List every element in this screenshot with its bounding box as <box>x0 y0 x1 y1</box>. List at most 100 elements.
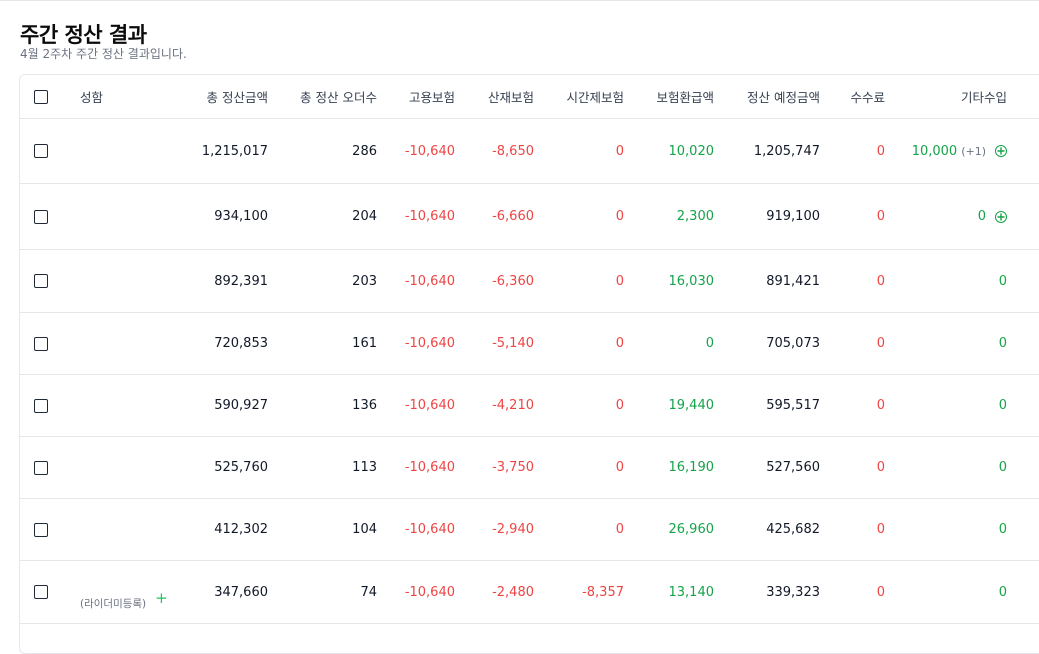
cell-total: 525,760 <box>214 460 268 475</box>
table-row: 590,927 136 -10,640 -4,210 0 19,440 595,517 0 0 <box>20 375 1039 437</box>
cell-etc: 0 <box>998 522 1007 537</box>
header-accident[interactable]: 산재보험 <box>487 90 534 105</box>
cell-fee: 0 <box>876 398 885 413</box>
cell-employment: -10,640 <box>404 273 455 289</box>
cell-parttime: 0 <box>615 143 624 159</box>
cell-accident: -4,210 <box>492 398 534 413</box>
table-header-row: 성함 총 정산금액 총 정산 오더수 고용보험 산재보험 시간제보험 보험환급액… <box>20 75 1039 119</box>
row-select-cell <box>34 313 50 374</box>
header-parttime[interactable]: 시간제보험 <box>566 90 624 105</box>
cell-orders: 136 <box>352 398 377 413</box>
cell-parttime: 0 <box>615 522 624 537</box>
row-checkbox[interactable] <box>34 585 48 599</box>
cell-total: 892,391 <box>214 273 268 289</box>
cell-orders: 203 <box>352 273 377 289</box>
cell-fee: 0 <box>876 522 885 537</box>
row-select-cell <box>34 119 50 183</box>
row-checkbox[interactable] <box>34 398 48 413</box>
table-row: 525,760 113 -10,640 -3,750 0 16,190 527,560 0 0 <box>20 437 1039 499</box>
cell-total: 934,100 <box>214 209 268 224</box>
row-select-cell <box>34 375 50 436</box>
cell-parttime: 0 <box>615 209 624 224</box>
cell-employment: -10,640 <box>404 209 455 224</box>
cell-total: 1,215,017 <box>201 143 268 159</box>
cell-accident: -6,660 <box>492 209 534 224</box>
cell-expected: 705,073 <box>766 336 820 351</box>
header-employment[interactable]: 고용보험 <box>408 90 455 105</box>
cell-employment: -10,640 <box>404 398 455 413</box>
cell-etc-wrap: 10,000 (+1) <box>900 119 1007 183</box>
add-circle-icon[interactable] <box>995 210 1007 223</box>
cell-etc-wrap: 0 <box>900 313 1007 374</box>
cell-accident: -2,940 <box>492 522 534 537</box>
header-etc[interactable]: 기타수입 <box>960 90 1007 105</box>
header-refund[interactable]: 보험환급액 <box>656 90 714 105</box>
cell-employment: -10,640 <box>404 584 455 600</box>
cell-etc: 10,000 <box>911 143 958 159</box>
header-name[interactable]: 성함 <box>80 90 104 105</box>
cell-orders: 104 <box>352 522 377 537</box>
cell-fee: 0 <box>876 584 885 600</box>
cell-expected: 1,205,747 <box>753 143 820 159</box>
table-row: (라이더미등록) + 347,660 74 -10,640 -2,480 -8,357 1… <box>20 561 1039 624</box>
row-checkbox[interactable] <box>34 274 48 288</box>
table-row: 720,853 161 -10,640 -5,140 0 0 705,073 0 0 <box>20 313 1039 375</box>
cell-refund: 13,140 <box>668 584 715 600</box>
row-select-cell <box>34 499 50 560</box>
cell-fee: 0 <box>876 143 885 159</box>
cell-total: 720,853 <box>214 336 268 351</box>
cell-refund: 2,300 <box>676 209 714 224</box>
cell-fee: 0 <box>876 336 885 351</box>
cell-fee: 0 <box>876 209 885 224</box>
cell-parttime: 0 <box>615 336 624 351</box>
cell-etc: 0 <box>998 336 1007 351</box>
cell-refund: 26,960 <box>668 522 715 537</box>
cell-accident: -5,140 <box>492 336 534 351</box>
rider-name: (라이더미등록) <box>80 598 147 610</box>
row-checkbox[interactable] <box>34 460 48 475</box>
cell-refund: 10,020 <box>668 143 715 159</box>
header-orders[interactable]: 총 정산 오더수 <box>300 90 377 105</box>
cell-refund: 16,190 <box>668 460 715 475</box>
row-checkbox[interactable] <box>34 522 48 537</box>
header-fee[interactable]: 수수료 <box>850 90 885 105</box>
row-checkbox[interactable] <box>34 209 48 224</box>
cell-employment: -10,640 <box>404 143 455 159</box>
table-row: 412,302 104 -10,640 -2,940 0 26,960 425,682 0 0 <box>20 499 1039 561</box>
select-all-checkbox[interactable] <box>34 89 48 104</box>
row-select-cell <box>34 250 50 312</box>
cell-parttime: -8,357 <box>582 584 624 600</box>
add-circle-icon[interactable] <box>995 145 1007 157</box>
cell-etc-wrap: 0 <box>900 375 1007 436</box>
cell-orders: 161 <box>352 336 377 351</box>
plus-icon[interactable]: + <box>155 589 168 607</box>
cell-accident: -2,480 <box>492 584 534 600</box>
cell-expected: 891,421 <box>766 273 820 289</box>
page-title: 주간 정산 결과 <box>20 23 147 47</box>
cell-parttime: 0 <box>615 398 624 413</box>
row-checkbox[interactable] <box>34 144 48 158</box>
cell-etc-wrap: 0 <box>900 184 1007 249</box>
settlement-table: 성함 총 정산금액 총 정산 오더수 고용보험 산재보험 시간제보험 보험환급액… <box>19 74 1039 654</box>
row-checkbox[interactable] <box>34 336 48 351</box>
row-select-cell <box>34 561 50 623</box>
cell-expected: 527,560 <box>766 460 820 475</box>
name-cell: (라이더미등록) + <box>80 561 190 623</box>
cell-expected: 595,517 <box>766 398 820 413</box>
cell-orders: 286 <box>352 143 377 159</box>
cell-etc-wrap: 0 <box>900 250 1007 312</box>
cell-total: 412,302 <box>214 522 268 537</box>
cell-refund: 19,440 <box>668 398 715 413</box>
cell-expected: 339,323 <box>766 584 820 600</box>
cell-etc-wrap: 0 <box>900 561 1007 623</box>
etc-extra-count: (+1) <box>961 144 986 158</box>
header-expected[interactable]: 정산 예정금액 <box>747 90 820 105</box>
cell-total: 347,660 <box>214 584 268 600</box>
cell-accident: -3,750 <box>492 460 534 475</box>
cell-accident: -6,360 <box>492 273 534 289</box>
header-total[interactable]: 총 정산금액 <box>206 90 268 105</box>
row-select-cell <box>34 437 50 498</box>
cell-orders: 204 <box>352 209 377 224</box>
cell-etc: 0 <box>998 398 1007 413</box>
cell-etc-wrap: 0 <box>900 499 1007 560</box>
